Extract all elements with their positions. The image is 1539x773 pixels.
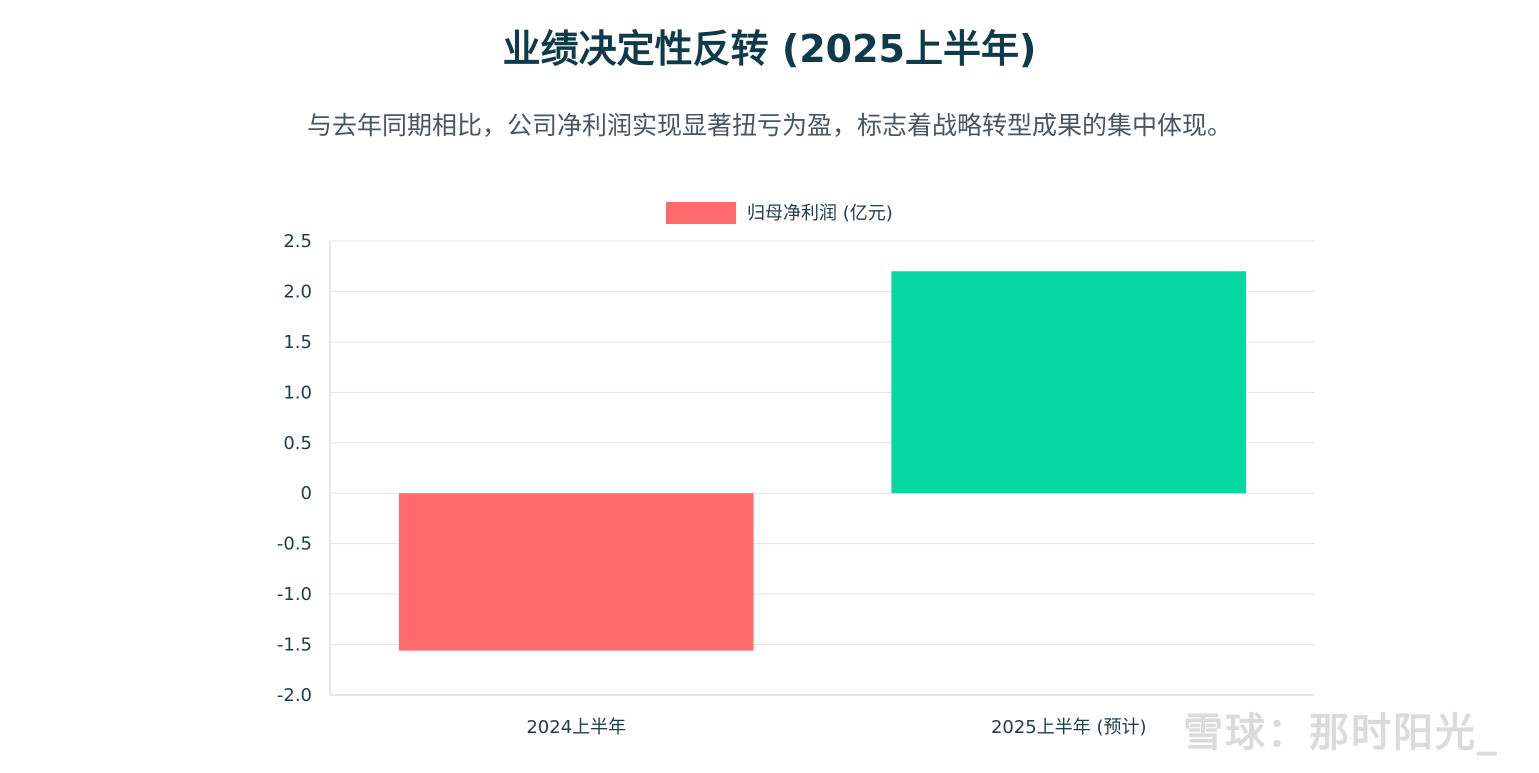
x-tick-labels: 2024上半年 2025上半年 (预计) — [526, 717, 1146, 738]
page-title: 业绩决定性反转 (2025上半年) — [502, 27, 1037, 71]
y-tick-labels: 2.5 2.0 1.5 1.0 0.5 0 -0.5 -1.0 -1.5 -2.0 — [277, 231, 312, 706]
y-tick-label: 2.5 — [283, 231, 312, 252]
x-tick-label: 2025上半年 (预计) — [991, 717, 1147, 738]
bar-2[interactable] — [891, 271, 1247, 494]
bar-1[interactable] — [398, 493, 754, 651]
legend-swatch — [666, 202, 736, 224]
page-subtitle: 与去年同期相比，公司净利润实现显著扭亏为盈，标志着战略转型成果的集中体现。 — [306, 111, 1232, 140]
y-tick-label: 1.0 — [283, 382, 312, 403]
y-tick-label: -1.5 — [277, 635, 312, 656]
y-tick-label: 1.5 — [283, 332, 312, 353]
y-tick-label: -2.0 — [277, 685, 312, 706]
y-tick-label: 2.0 — [283, 281, 312, 302]
x-tick-label: 2024上半年 — [526, 717, 626, 738]
watermark: 雪球：那时阳光_ — [1183, 710, 1499, 756]
axes — [329, 241, 1315, 696]
bars — [398, 271, 1247, 651]
legend[interactable]: 归母净利润 (亿元) — [666, 202, 893, 224]
y-tick-label: -0.5 — [277, 534, 312, 555]
y-tick-label: 0 — [301, 483, 312, 504]
y-tick-label: 0.5 — [283, 433, 312, 454]
legend-label: 归母净利润 (亿元) — [747, 203, 893, 224]
y-tick-label: -1.0 — [277, 584, 312, 605]
